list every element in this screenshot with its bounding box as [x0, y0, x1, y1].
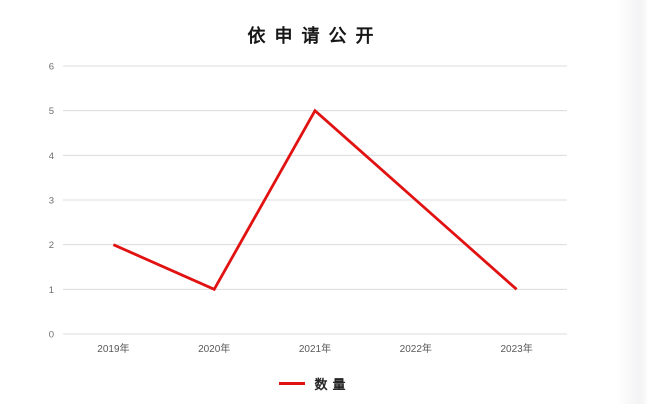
y-axis-tick-label: 1 — [49, 285, 54, 296]
y-axis-tick-label: 4 — [49, 151, 54, 162]
series-line — [112, 108, 518, 292]
x-axis-tick-label: 2023年 — [500, 342, 532, 355]
legend-line-marker-icon — [279, 382, 306, 385]
x-axis-tick-label: 2020年 — [198, 342, 230, 355]
x-axis-tick-label: 2021年 — [299, 342, 331, 355]
x-axis-tick-label: 2019年 — [97, 342, 129, 355]
y-axis-tick-label: 2 — [49, 240, 54, 251]
y-axis-tick-label: 0 — [49, 330, 54, 341]
y-axis-tick-label: 5 — [49, 106, 54, 117]
x-axis-tick-label: 2022年 — [400, 342, 432, 355]
legend: 数量 — [63, 374, 567, 393]
chart-title: 依申请公开 — [247, 26, 383, 46]
y-axis-tick-label: 6 — [49, 62, 54, 73]
legend-series-label: 数量 — [314, 377, 351, 392]
y-axis-tick-label: 3 — [49, 196, 54, 207]
